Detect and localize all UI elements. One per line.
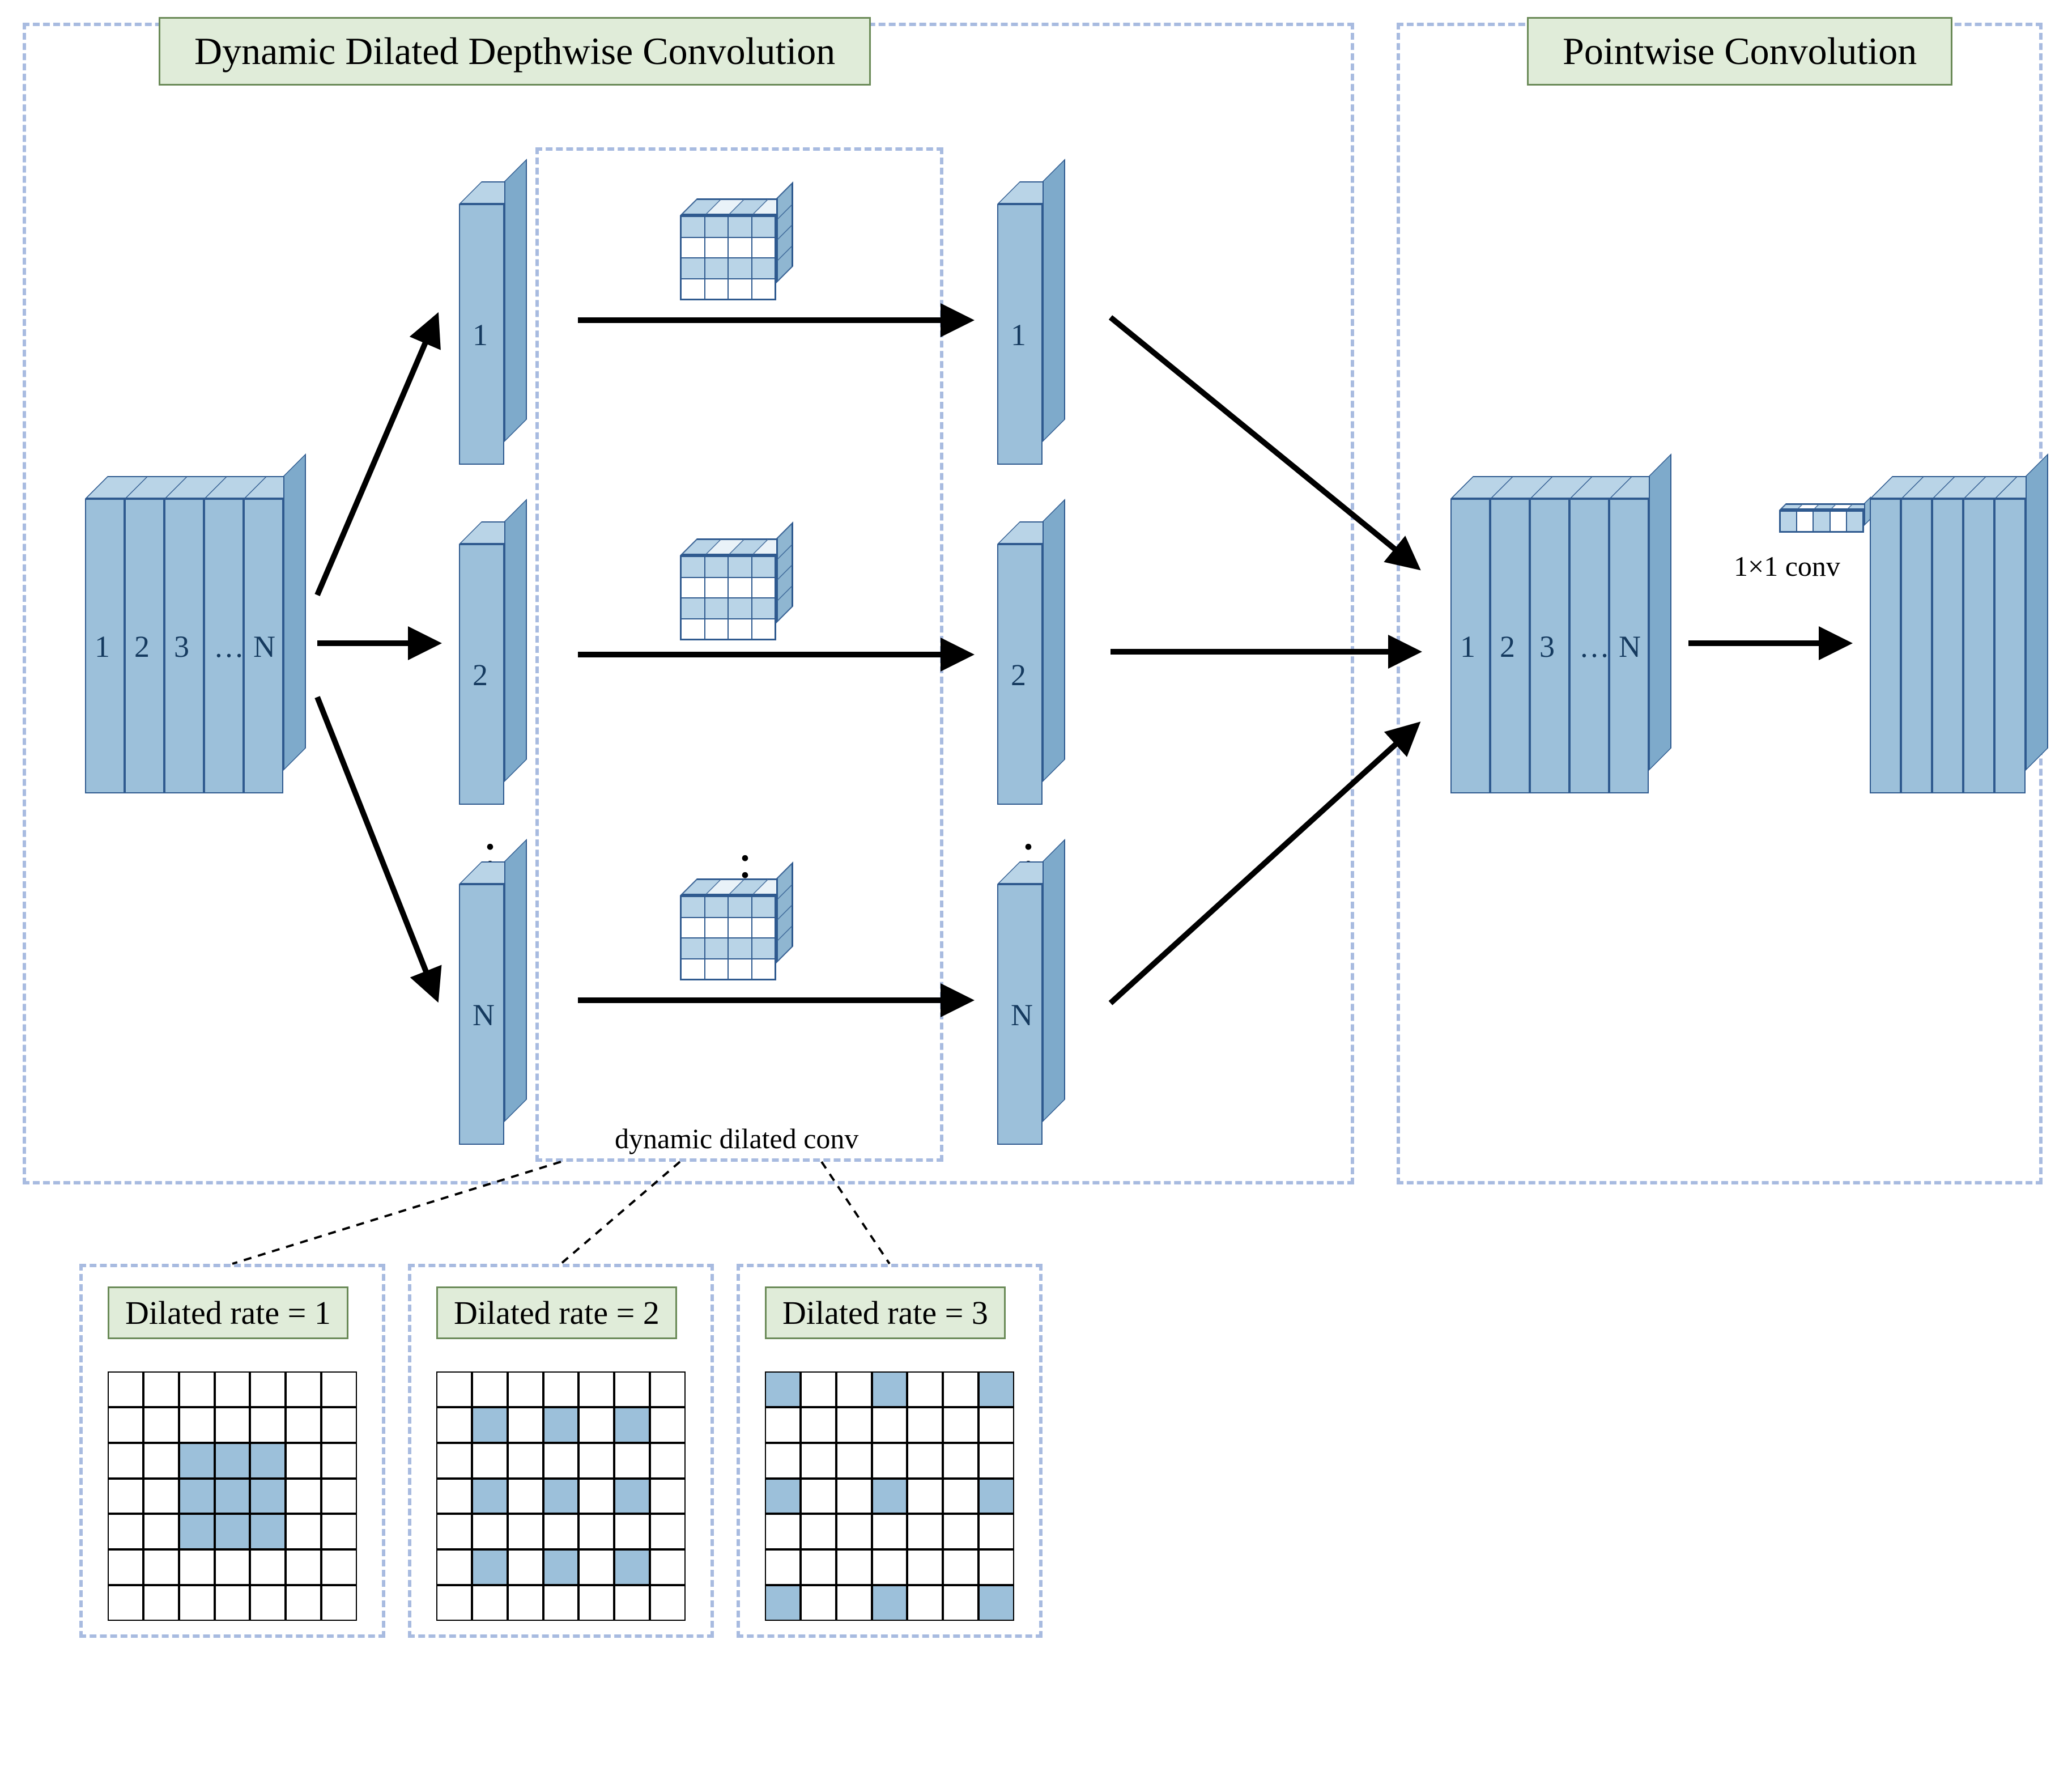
caption-dynamic-dilated-conv: dynamic dilated conv (615, 1122, 858, 1155)
tensor-channel-label: 3 (1539, 629, 1555, 664)
dilation-label-rate-1: Dilated rate = 1 (108, 1286, 348, 1339)
dilation-label-rate-3: Dilated rate = 3 (765, 1286, 1006, 1339)
title-depthwise: Dynamic Dilated Depthwise Convolution (159, 17, 871, 86)
tensor-channel-label: 3 (174, 629, 189, 664)
tensor-channel-label: 1 (95, 629, 110, 664)
tensor-channel-label: N (1619, 629, 1641, 664)
slice-label: 1 (473, 317, 488, 352)
slice-label: 2 (1011, 657, 1026, 693)
tensor-channel-label: 2 (1500, 629, 1515, 664)
diagram-canvas: Dynamic Dilated Depthwise Convolution Po… (0, 0, 2072, 1788)
tensor-channel-label: 2 (134, 629, 150, 664)
slice-label: N (1011, 997, 1033, 1033)
slice-label: 2 (473, 657, 488, 693)
tensor-channel-label: 1 (1460, 629, 1475, 664)
dilation-grid-rate-1 (108, 1371, 357, 1621)
slice-label: 1 (1011, 317, 1026, 352)
tensor-channel-label: N (253, 629, 275, 664)
dilation-grid-rate-3 (765, 1371, 1014, 1621)
title-pointwise: Pointwise Convolution (1527, 17, 1952, 86)
label-1x1-conv: 1×1 conv (1734, 550, 1840, 583)
tensor-channel-label: … (214, 629, 244, 664)
slice-label: N (473, 997, 495, 1033)
dilation-label-rate-2: Dilated rate = 2 (436, 1286, 677, 1339)
dilation-grid-rate-2 (436, 1371, 686, 1621)
tensor-channel-label: … (1579, 629, 1610, 664)
